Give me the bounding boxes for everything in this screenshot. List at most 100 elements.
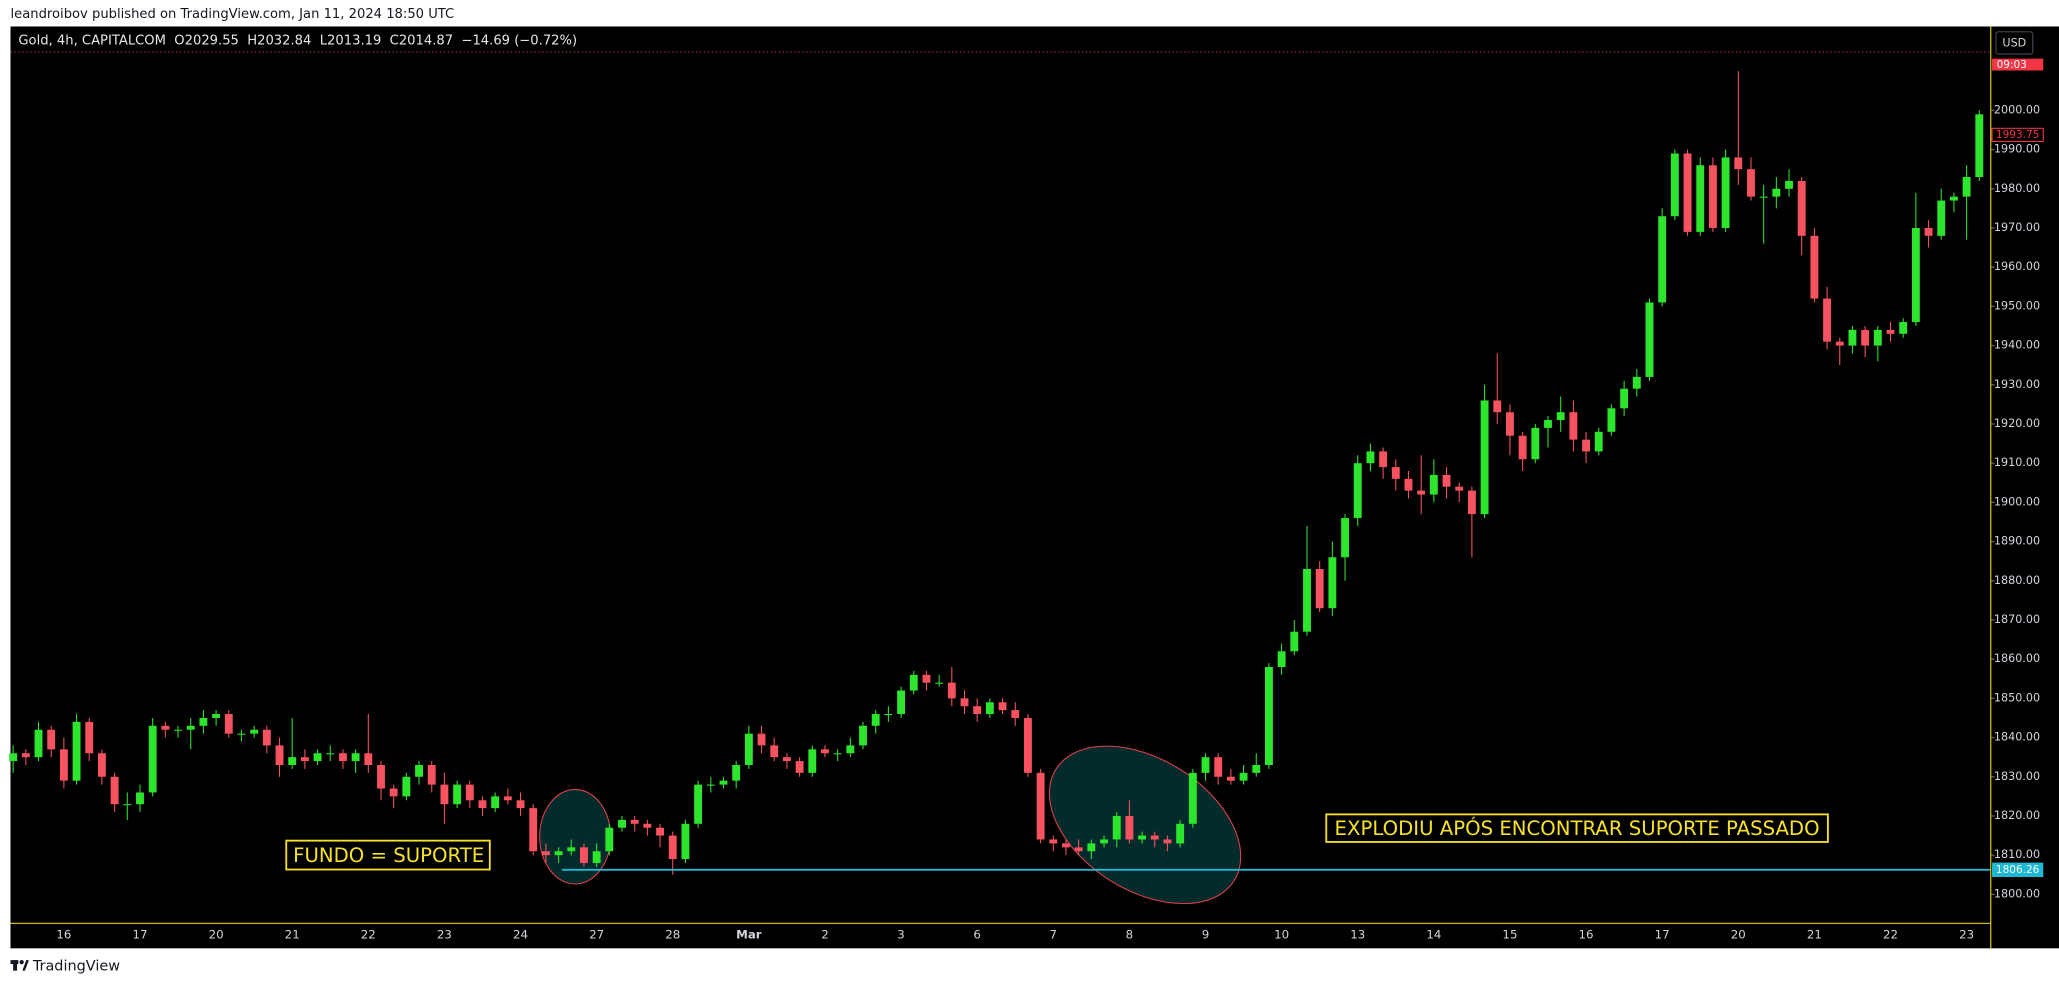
support-price-label: 1806.26 (1996, 864, 2040, 876)
candle-body (1264, 667, 1273, 766)
candle-body (516, 800, 525, 809)
candle-body (1011, 710, 1020, 718)
x-tick-label: 9 (1202, 928, 1210, 942)
y-tick-label: 1900.00 (1994, 495, 2040, 508)
candle-body (757, 733, 766, 746)
x-tick-label: 6 (973, 928, 981, 942)
candle-body (72, 721, 81, 781)
x-tick-label: 22 (1883, 928, 1898, 942)
candle-body (605, 827, 614, 852)
candle-body (1556, 412, 1565, 421)
overlay: 09:03 1993.75 1806.26 FUNDO = SUPORTE EXPLOD… (10, 51, 2044, 878)
x-tick-label: 22 (361, 928, 376, 942)
candle-body (1353, 463, 1362, 519)
candle-body (351, 753, 360, 762)
x-tick-label: 16 (1579, 928, 1594, 942)
x-tick-label: 20 (209, 928, 224, 942)
candle-body (1886, 329, 1895, 334)
candle-body (250, 729, 259, 734)
candle-body (174, 729, 182, 731)
candle-body (884, 714, 893, 716)
currency-button[interactable] (1995, 31, 2034, 55)
y-tick-label: 1910.00 (1994, 456, 2040, 469)
candle-body (935, 682, 944, 684)
candle-body (440, 784, 449, 805)
y-tick-label: 1820.00 (1994, 809, 2040, 822)
candle-body (402, 776, 411, 797)
candle-body (618, 819, 626, 828)
candle-body (1861, 329, 1870, 346)
candle-body (529, 808, 538, 852)
candle-body (1759, 196, 1768, 198)
candle-body (212, 714, 221, 718)
symbol-legend: Gold, 4h, CAPITALCOM O2029.55 H2032.84 L… (18, 33, 577, 48)
candle-body (1391, 467, 1400, 479)
candle-body (465, 784, 474, 801)
candle-body (541, 851, 550, 856)
candle-body (1442, 474, 1451, 487)
candle-body (795, 761, 804, 773)
candle-body (1632, 376, 1641, 389)
currency-label[interactable]: USD (2002, 37, 2026, 50)
candle-body (960, 698, 969, 707)
y-tick-label: 1890.00 (1994, 535, 2040, 548)
candle-body (1366, 451, 1375, 464)
x-tick-label: 21 (1807, 928, 1822, 942)
candle-body (478, 800, 487, 809)
candle-body (1239, 772, 1248, 781)
candle-body (630, 819, 639, 824)
plot-area: 1800.00 1810.00 1820.00 1830.00 1840.00 1850.… (56, 103, 2040, 941)
candle-body (1645, 302, 1654, 377)
y-tick-label: 1970.00 (1994, 221, 2040, 234)
y-tick-label: 1840.00 (1994, 731, 2040, 744)
candle-body (453, 784, 462, 805)
y-tick-label: 1930.00 (1994, 378, 2040, 391)
candle-body (1607, 408, 1616, 432)
candle-body (377, 765, 385, 789)
candle-body (871, 714, 880, 726)
candle-body (909, 674, 918, 691)
candle-body (592, 851, 601, 863)
publisher-line: leandroibov published on TradingView.com… (11, 7, 455, 22)
candle-body (1429, 474, 1438, 495)
y-tick-label: 1960.00 (1994, 260, 2040, 273)
annotation-box (1325, 813, 1829, 843)
x-tick-label: Mar (736, 928, 762, 942)
candle-body (9, 753, 18, 762)
candle-body (1620, 388, 1629, 409)
candle-body (567, 847, 576, 852)
candle-body (859, 725, 867, 746)
candle-body (694, 784, 703, 824)
candle-body (364, 753, 373, 766)
candle-body (643, 823, 652, 828)
candle-body (1138, 835, 1147, 840)
x-tick-label: 21 (285, 928, 300, 942)
candle-body (1544, 420, 1552, 428)
y-tick-label: 1830.00 (1994, 770, 2040, 783)
candle-body (1074, 847, 1083, 852)
candle-body (1899, 322, 1908, 334)
y-tick-label: 1860.00 (1994, 652, 2040, 665)
candle-body (491, 796, 500, 809)
candle-body (1569, 412, 1578, 440)
candle-body (1341, 518, 1349, 558)
candle-body (846, 745, 855, 754)
candle-body (1506, 412, 1514, 436)
candle-body (1670, 153, 1679, 217)
candle-body (1708, 165, 1717, 228)
candle-body (1252, 765, 1261, 773)
candle-body (1112, 815, 1121, 840)
candle-body (1455, 486, 1464, 491)
candle-body (770, 745, 779, 758)
candle-body (1734, 157, 1743, 170)
candle-body (1417, 490, 1426, 495)
candle-body (1873, 329, 1882, 346)
x-tick-label: 3 (897, 928, 905, 942)
candle-body (1962, 177, 1971, 197)
candle-body (744, 733, 753, 766)
candle-body (1747, 169, 1755, 197)
candle-body (85, 721, 94, 754)
candles (9, 71, 1984, 875)
candle-body (821, 749, 829, 754)
chart-background (10, 26, 2059, 949)
